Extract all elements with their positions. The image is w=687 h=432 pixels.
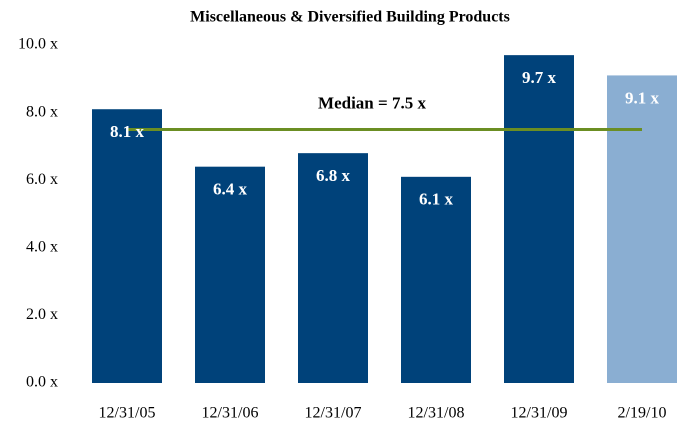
x-tick-label: 12/31/06 (202, 405, 259, 422)
y-tick-label: 10.0 x (18, 36, 58, 53)
value-label: 6.1 x (419, 190, 454, 209)
value-label: 6.8 x (316, 166, 351, 185)
chart-title: Miscellaneous & Diversified Building Pro… (190, 9, 510, 26)
x-tick-label: 2/19/10 (618, 405, 667, 422)
x-tick-label: 12/31/05 (99, 405, 156, 422)
value-label: 9.1 x (625, 88, 660, 107)
y-tick-label: 6.0 x (26, 171, 58, 188)
bar (607, 75, 677, 384)
value-label: 8.1 x (110, 122, 145, 141)
y-tick-label: 0.0 x (26, 374, 58, 391)
y-tick-label: 2.0 x (26, 306, 58, 323)
y-tick-label: 8.0 x (26, 103, 58, 120)
bar (401, 176, 471, 383)
bar (92, 109, 162, 383)
value-label: 9.7 x (522, 68, 557, 87)
x-tick-label: 12/31/08 (408, 405, 465, 422)
bar (504, 55, 574, 383)
bar (195, 166, 265, 383)
median-label: Median = 7.5 x (318, 93, 426, 112)
x-tick-label: 12/31/09 (511, 405, 568, 422)
y-tick-label: 4.0 x (26, 238, 58, 255)
value-label: 6.4 x (213, 180, 248, 199)
bar (298, 153, 368, 383)
x-tick-label: 12/31/07 (305, 405, 362, 422)
